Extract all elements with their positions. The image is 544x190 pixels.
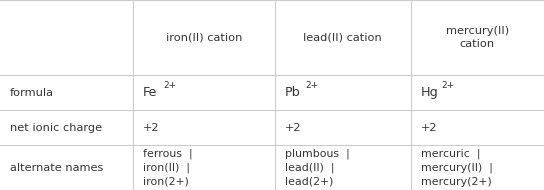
Text: 2+: 2+ [305, 81, 318, 89]
Text: Pb: Pb [285, 86, 300, 99]
Text: net ionic charge: net ionic charge [10, 123, 102, 133]
Text: Fe: Fe [143, 86, 157, 99]
Text: alternate names: alternate names [10, 163, 103, 173]
Text: +2: +2 [285, 123, 301, 133]
Text: Hg: Hg [421, 86, 438, 99]
Text: +2: +2 [143, 123, 159, 133]
Text: 2+: 2+ [441, 81, 454, 89]
Text: plumbous  |
lead(II)  |
lead(2+): plumbous | lead(II) | lead(2+) [285, 149, 349, 187]
Text: ferrous  |
iron(II)  |
iron(2+): ferrous | iron(II) | iron(2+) [143, 149, 193, 187]
Text: iron(II) cation: iron(II) cation [166, 32, 242, 43]
Text: lead(II) cation: lead(II) cation [304, 32, 382, 43]
Text: +2: +2 [421, 123, 437, 133]
Text: formula: formula [10, 88, 54, 98]
Text: 2+: 2+ [164, 81, 177, 89]
Text: mercury(II)
cation: mercury(II) cation [446, 26, 509, 49]
Text: mercuric  |
mercury(II)  |
mercury(2+): mercuric | mercury(II) | mercury(2+) [421, 149, 492, 187]
